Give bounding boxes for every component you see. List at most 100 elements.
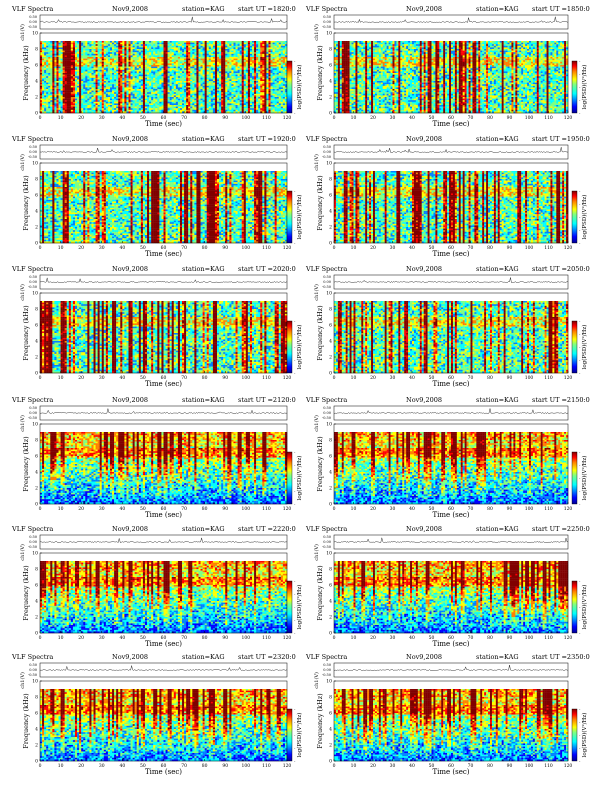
spectrogram-cell	[122, 95, 124, 97]
spectrogram-cell	[139, 49, 141, 51]
spectrogram-cell	[137, 83, 139, 85]
spectrogram-cell	[139, 43, 141, 45]
spectrogram-cell	[207, 102, 209, 104]
spectrogram-cell	[67, 95, 69, 97]
spectrogram-cell	[151, 97, 153, 99]
spectrogram-cell	[161, 73, 163, 75]
spectrogram-cell	[73, 89, 75, 91]
spectrogram-cell	[211, 47, 213, 49]
spectrogram-cell	[219, 47, 221, 49]
spectrogram-cell	[81, 54, 83, 56]
spectrogram-cell	[147, 87, 149, 89]
spectrogram-cell	[129, 41, 131, 43]
spectrogram-cell	[145, 87, 147, 89]
spectrogram-cell	[133, 54, 135, 56]
spectrogram-cell	[164, 97, 166, 99]
spectrogram-cell	[77, 84, 79, 86]
spectrogram-cell	[108, 107, 110, 109]
spectrogram-cell	[44, 105, 46, 107]
spectrogram-cell	[209, 44, 211, 46]
spectrogram-cell	[180, 78, 182, 80]
spectrogram-cell	[96, 94, 98, 96]
spectrogram-cell	[54, 75, 56, 77]
spectrogram-cell	[44, 97, 46, 99]
spectrogram-cell	[184, 102, 186, 104]
spectrogram-cell	[139, 47, 141, 49]
spectrogram-cell	[133, 55, 135, 57]
spectrogram-cell	[147, 51, 149, 53]
spectrogram-cell	[104, 86, 106, 88]
spectrogram-cell	[112, 73, 114, 75]
spectrogram-cell	[225, 54, 227, 56]
spectrogram-cell	[205, 99, 207, 101]
spectrogram-cell	[184, 70, 186, 72]
spectrogram-cell	[42, 76, 44, 78]
spectrogram-cell	[164, 70, 166, 72]
spectrogram-cell	[178, 51, 180, 53]
spectrogram-cell	[143, 65, 145, 67]
spectrogram-cell	[89, 70, 91, 72]
spectrogram-cell	[81, 70, 83, 72]
spectrogram-cell	[104, 59, 106, 61]
spectrogram-cell	[155, 71, 157, 73]
spectrogram-cell	[149, 52, 151, 54]
spectrogram-cell	[81, 92, 83, 94]
spectrogram-cell	[44, 70, 46, 72]
spectrogram-cell	[217, 62, 219, 64]
spectrogram-cell	[188, 46, 190, 48]
spectrogram-cell	[124, 59, 126, 61]
spectrogram-cell	[207, 91, 209, 93]
spectrogram-cell	[188, 76, 190, 78]
spectrogram-cell	[56, 62, 58, 64]
spectrogram-cell	[61, 59, 63, 61]
spectrogram-cell	[231, 47, 233, 49]
spectrogram-cell	[116, 63, 118, 65]
spectrogram-cell	[96, 87, 98, 89]
spectrogram-cell	[114, 41, 116, 43]
spectrogram-cell	[209, 87, 211, 89]
spectrogram-cell	[54, 78, 56, 80]
spectrogram-cell	[126, 95, 128, 97]
spectrogram-cell	[194, 60, 196, 62]
spectrogram-cell	[100, 62, 102, 64]
spectrogram-cell	[102, 89, 104, 91]
spectrogram-cell	[155, 83, 157, 85]
spectrogram-cell	[209, 100, 211, 102]
spectrogram-cell	[79, 49, 81, 51]
spectrogram-cell	[174, 84, 176, 86]
spectrogram-cell	[56, 52, 58, 54]
spectrogram-cell	[159, 89, 161, 91]
spectrogram-cell	[120, 73, 122, 75]
spectrogram-cell	[50, 83, 52, 85]
spectrogram-cell	[168, 107, 170, 109]
spectrogram-cell	[87, 63, 89, 65]
spectrogram-cell	[143, 78, 145, 80]
spectrogram-cell	[205, 75, 207, 77]
spectrogram-cell	[201, 76, 203, 78]
spectrogram-cell	[188, 62, 190, 64]
spectrogram-cell	[221, 102, 223, 104]
spectrogram-cell	[98, 59, 100, 61]
spectrogram-cell	[184, 100, 186, 102]
spectrogram-cell	[205, 70, 207, 72]
panel-date: Nov9,2008	[112, 5, 148, 13]
spectrogram-cell	[203, 62, 205, 64]
spectrogram-cell	[69, 102, 71, 104]
spectrogram-cell	[85, 63, 87, 65]
spectrogram-cell	[176, 63, 178, 65]
spectrogram-cell	[120, 91, 122, 93]
spectrogram-cell	[59, 44, 61, 46]
spectrogram-cell	[217, 73, 219, 75]
spectrogram-cell	[149, 94, 151, 96]
spectrogram-cell	[141, 52, 143, 54]
spectrogram-cell	[69, 60, 71, 62]
spectrogram-cell	[231, 67, 233, 69]
spectrogram-cell	[196, 75, 198, 77]
spectrogram-cell	[42, 71, 44, 73]
spectrogram-cell	[229, 65, 231, 67]
spectrogram-cell	[141, 87, 143, 89]
spectrogram-cell	[63, 41, 65, 43]
spectrogram-cell	[201, 110, 203, 112]
spectrogram-cell	[174, 83, 176, 85]
spectrogram-cell	[198, 43, 200, 45]
